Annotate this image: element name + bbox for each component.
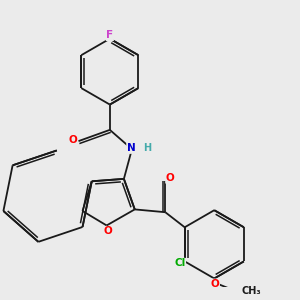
Text: O: O xyxy=(166,173,175,183)
Text: O: O xyxy=(103,226,112,236)
Text: CH₃: CH₃ xyxy=(242,286,262,296)
Text: Cl: Cl xyxy=(174,258,185,268)
Text: Cl: Cl xyxy=(174,258,185,268)
Text: F: F xyxy=(106,31,113,40)
Text: O: O xyxy=(68,135,77,145)
Text: H: H xyxy=(143,143,151,153)
Text: N: N xyxy=(127,143,136,153)
Text: O: O xyxy=(211,279,219,289)
